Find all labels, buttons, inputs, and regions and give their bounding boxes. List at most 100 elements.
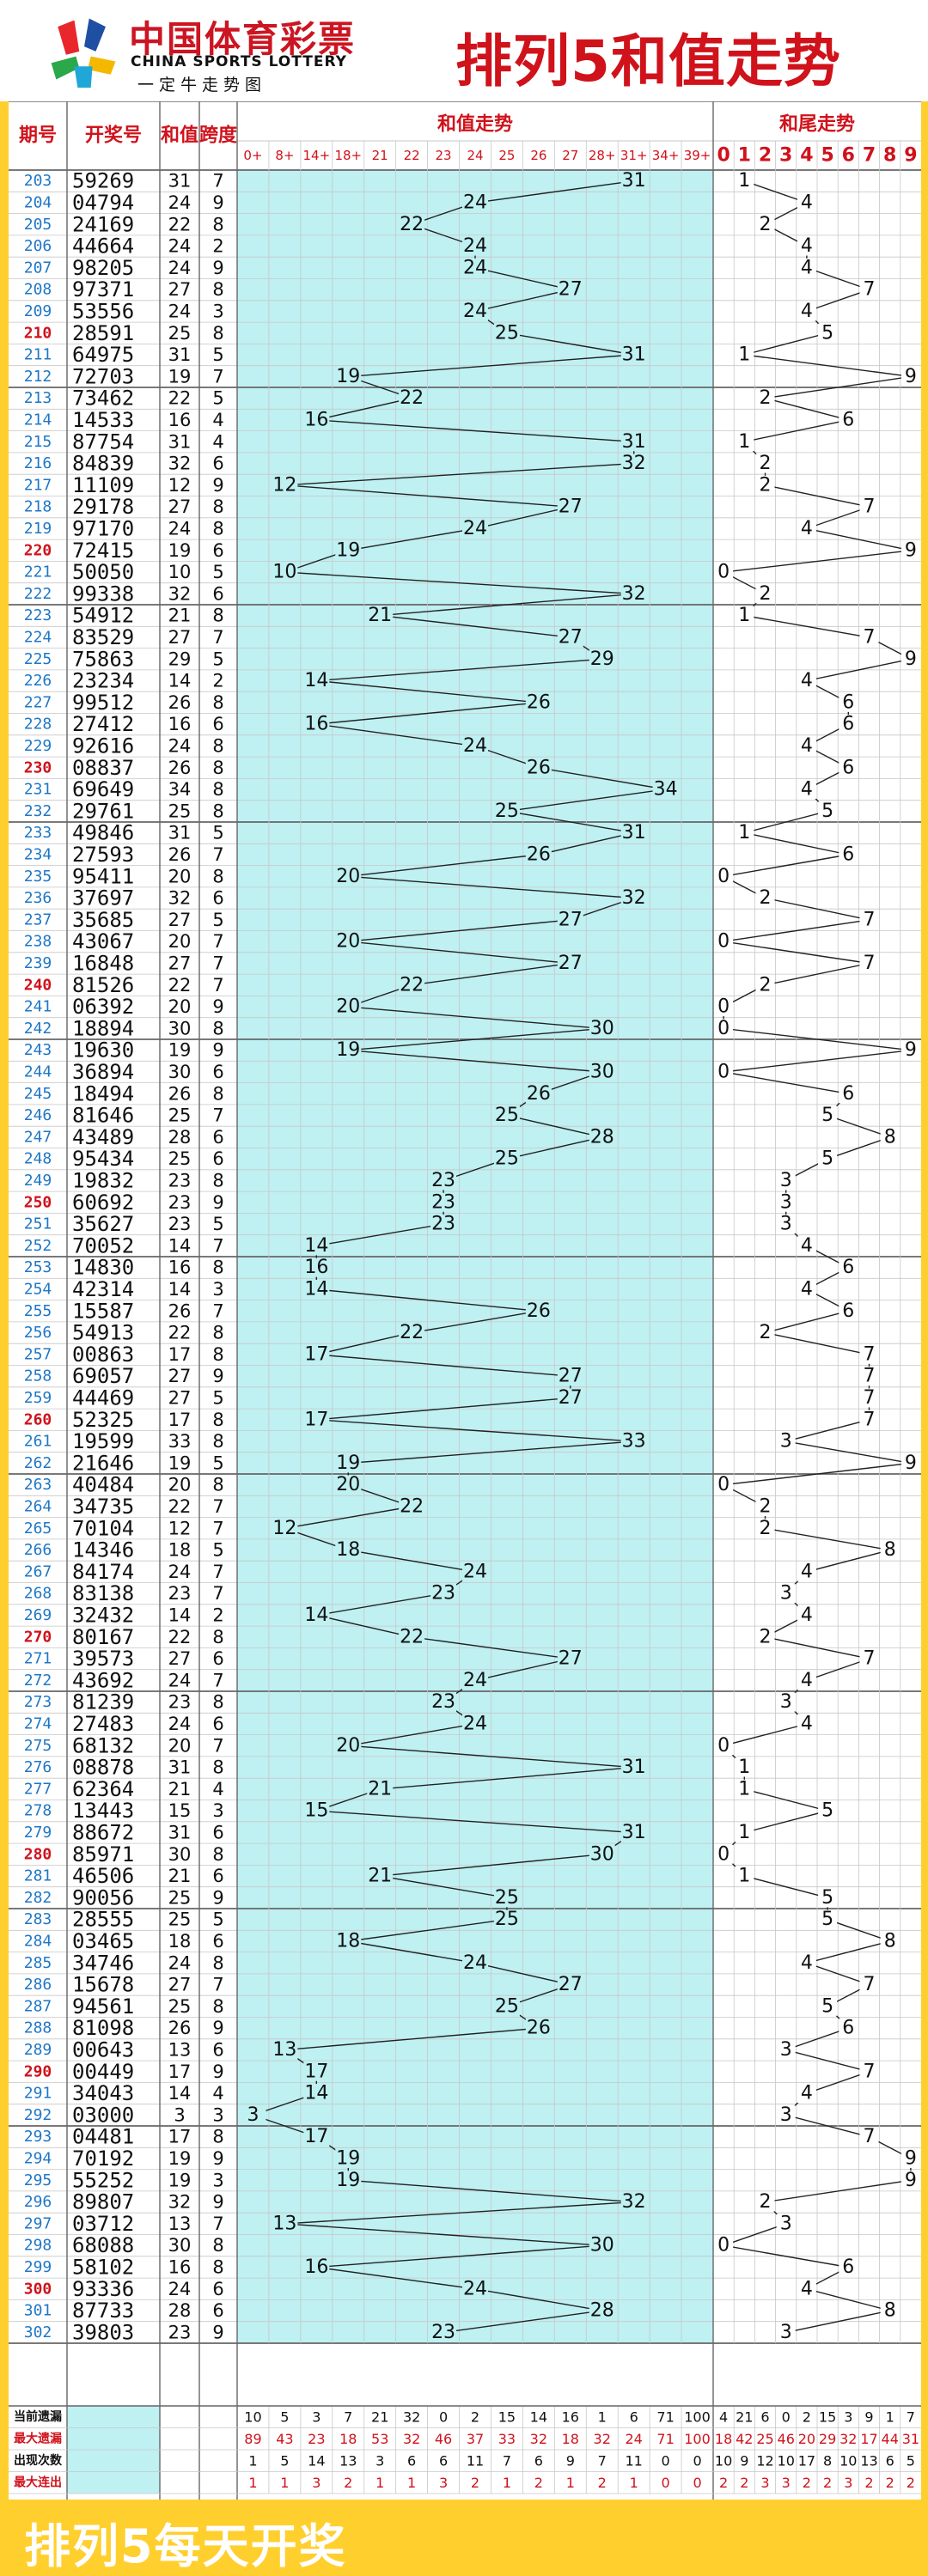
sum-cell: 24	[168, 2279, 192, 2299]
sum-cell: 20	[168, 866, 192, 886]
tail-point-bg	[735, 1779, 754, 1799]
sum-point-label: 33	[622, 1431, 646, 1452]
span-cell: 5	[212, 1452, 223, 1473]
tail-point-label: 5	[821, 1995, 833, 2017]
span-cell: 6	[212, 583, 223, 604]
tail-point-bg	[859, 497, 879, 517]
tail-point-label: 7	[864, 953, 876, 974]
draw-number-cell: 04794	[72, 191, 134, 215]
period-cell: 222	[24, 585, 52, 603]
sum-cell: 19	[168, 366, 192, 387]
tail-point-label: 4	[801, 1278, 813, 1300]
period-cell: 278	[24, 1802, 52, 1820]
sum-cell: 34	[168, 779, 192, 800]
tail-point-label: 1	[738, 1778, 750, 1800]
sum-point-bg	[493, 1888, 520, 1908]
sum-point-label: 31	[622, 344, 646, 366]
sum-point-label: 23	[431, 1214, 455, 1235]
draw-number-cell: 70192	[72, 2147, 134, 2171]
sum-zone-stat: 9	[566, 2452, 575, 2469]
sum-trend-line	[251, 180, 666, 2334]
draw-number-cell: 59269	[72, 169, 134, 193]
sum-cell: 20	[168, 1735, 192, 1756]
period-cell: 291	[24, 2085, 52, 2103]
sum-point-label: 16	[304, 1257, 328, 1278]
tail-stat: 31	[902, 2431, 919, 2447]
span-cell: 6	[212, 2279, 223, 2299]
sum-cell: 26	[168, 844, 192, 865]
tail-point-bg	[735, 1823, 754, 1842]
sum-cell: 12	[168, 1518, 192, 1538]
draw-number-cell: 93336	[72, 2277, 134, 2301]
trend-chart: 期号 开奖号 和值 跨度 和值走势 和尾走势 0+ 8+ 14+ 18+ 21 22 23 24 25 26 2…	[9, 101, 921, 2500]
sum-zone-stat: 1	[630, 2475, 638, 2491]
tail-point-bg	[797, 1714, 816, 1733]
tail-stat: 13	[860, 2452, 877, 2469]
span-cell: 2	[212, 236, 223, 257]
sum-cell: 24	[168, 1670, 192, 1690]
span-cell: 5	[212, 344, 223, 365]
tail-point-bg	[859, 910, 879, 929]
tail-point-label: 9	[905, 1452, 917, 1474]
tail-stat: 10	[715, 2452, 732, 2469]
tail-point-bg	[776, 1192, 796, 1212]
sum-zone-stat: 0	[693, 2452, 701, 2469]
period-cell: 285	[24, 1954, 52, 1972]
sum-cell: 31	[168, 344, 192, 365]
col-header-sum: 和值	[161, 125, 198, 147]
sum-point-bg	[272, 2214, 298, 2233]
span-cell: 3	[212, 1279, 223, 1300]
sum-zone-stat: 5	[280, 2452, 289, 2469]
sum-point-bg	[430, 1215, 457, 1234]
tail-point-label: 7	[864, 909, 876, 930]
tail-stat: 2	[907, 2475, 915, 2491]
tail-point-label: 7	[864, 2061, 876, 2082]
sum-point-bg	[303, 671, 330, 691]
period-cell: 231	[24, 781, 52, 799]
draw-number-cell: 72415	[72, 539, 134, 563]
sum-point-bg	[335, 2171, 362, 2190]
sum-cell: 23	[168, 1192, 192, 1213]
col-header-sum-trend: 和值走势	[437, 113, 513, 136]
sum-point-bg	[589, 649, 615, 669]
sum-point-label: 21	[368, 1866, 392, 1887]
tail-stat: 12	[756, 2452, 773, 2469]
period-cell: 295	[24, 2171, 52, 2189]
draw-number-cell: 81239	[72, 1690, 134, 1714]
sum-zone-stat: 6	[630, 2409, 638, 2425]
stats-row-label: 最大连出	[14, 2475, 62, 2489]
tail-point-bg	[839, 758, 858, 777]
period-cell: 254	[24, 1280, 52, 1298]
draw-number-cell: 92616	[72, 734, 134, 758]
tail-point-bg	[859, 1388, 879, 1408]
draw-number-cell: 06392	[72, 995, 134, 1019]
tail-point-label: 4	[801, 2278, 813, 2299]
sum-point-label: 13	[272, 2213, 296, 2234]
sum-point-label: 22	[400, 1495, 424, 1517]
tail-point-label: 7	[864, 1387, 876, 1409]
sum-zone-stat: 1	[566, 2475, 575, 2491]
tail-point-label: 4	[801, 1670, 813, 1691]
tail-point-bg	[735, 823, 754, 843]
sum-point-label: 19	[336, 1452, 360, 1474]
draw-number-cell: 84174	[72, 1560, 134, 1584]
span-cell: 8	[212, 692, 223, 713]
sum-zone-label: 21	[372, 148, 388, 163]
sum-point-label: 25	[495, 801, 519, 822]
tail-point-bg	[839, 692, 858, 712]
draw-number-cell: 80167	[72, 1625, 134, 1649]
sum-cell: 27	[168, 1975, 192, 1995]
draw-number-cell: 52325	[72, 1408, 134, 1432]
tail-point-bg	[859, 1344, 879, 1364]
sum-point-label: 31	[622, 431, 646, 453]
tail-point-bg	[755, 1627, 775, 1647]
sum-point-bg	[303, 1410, 330, 1429]
period-cell: 260	[24, 1410, 52, 1428]
sum-cell: 26	[168, 758, 192, 778]
tail-point-label: 2	[760, 1626, 772, 1647]
draw-number-cell: 21646	[72, 1451, 134, 1475]
sum-point-label: 26	[527, 843, 551, 865]
span-cell: 6	[212, 454, 223, 474]
span-cell: 8	[212, 1952, 223, 1973]
sum-point-bg	[620, 584, 647, 604]
